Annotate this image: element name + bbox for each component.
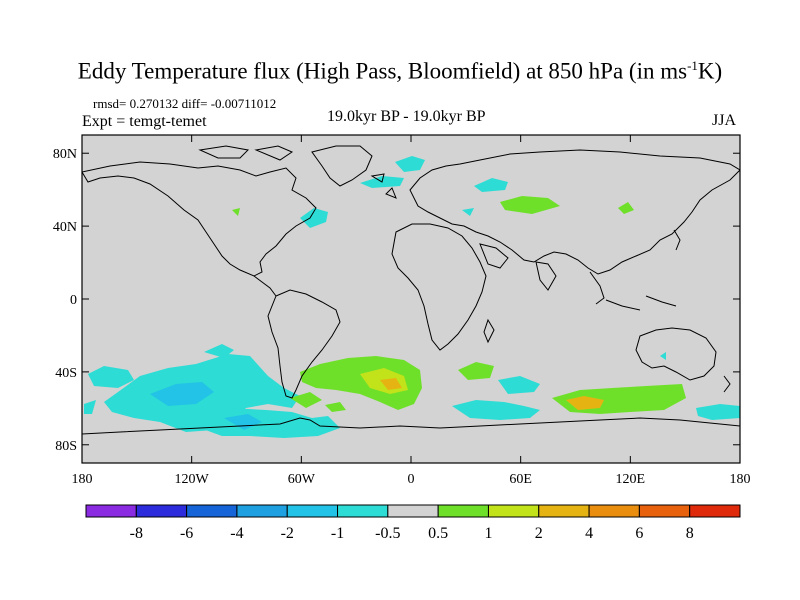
lat-tick-label: 80N	[53, 147, 77, 162]
stats-text: rmsd= 0.270132 diff= -0.00711012	[93, 96, 277, 111]
colorbar-swatch	[437, 504, 489, 518]
flux-region	[660, 352, 666, 360]
colorbar-swatch	[135, 504, 188, 518]
colorbar-swatch	[538, 504, 590, 518]
flux-region	[88, 366, 134, 388]
flux-region	[150, 382, 214, 406]
lon-tick-label: 120E	[616, 472, 646, 487]
flux-region	[566, 396, 604, 410]
flux-region	[474, 178, 508, 192]
colorbar-swatch	[337, 504, 389, 518]
colorbar-label: 4	[585, 525, 593, 542]
flux-region	[325, 402, 346, 412]
flux-region	[380, 378, 402, 390]
flux-region	[458, 362, 494, 380]
lon-tick-label: 180	[72, 472, 93, 487]
colorbar-swatch	[186, 504, 238, 518]
colorbar-swatch	[689, 504, 741, 518]
colorbar-label: 0.5	[428, 525, 448, 542]
flux-region	[290, 392, 322, 408]
flux-region	[300, 208, 328, 228]
flux-region	[224, 414, 262, 430]
colorbar-label: -2	[281, 525, 294, 542]
flux-region	[462, 208, 474, 216]
colorbar: -8 -6 -4 -2 -1 -0.5 0.5 1 2 4 6 8	[85, 504, 741, 542]
colorbar-label: -0.5	[375, 525, 400, 542]
colorbar-label: 1	[484, 525, 492, 542]
colorbar-label: 2	[535, 525, 543, 542]
colorbar-swatch	[588, 504, 640, 518]
colorbar-label: -4	[230, 525, 243, 542]
colorbar-label: 8	[686, 525, 694, 542]
flux-region	[452, 400, 540, 420]
lat-tick-label: 40N	[53, 220, 77, 235]
flux-region	[196, 408, 340, 438]
colorbar-label: -1	[331, 525, 344, 542]
flux-region	[300, 356, 422, 410]
flux-region	[498, 376, 540, 394]
colorbar-label: -6	[180, 525, 193, 542]
lon-tick-label: 0	[408, 472, 415, 487]
lon-tick-label: 120W	[175, 472, 210, 487]
colorbar-label: 6	[635, 525, 643, 542]
colorbar-label: -8	[130, 525, 143, 542]
flux-region	[500, 196, 560, 214]
colorbar-swatch	[387, 504, 439, 518]
coastlines	[82, 145, 740, 435]
lat-tick-label: 40S	[55, 366, 77, 381]
lat-tick-label: 0	[70, 293, 77, 308]
flux-region	[696, 404, 740, 420]
period-label: 19.0kyr BP - 19.0kyr BP	[327, 108, 486, 125]
latitude-axis: 80N 40N 0 40S 80S	[53, 147, 740, 454]
season-label: JJA	[712, 112, 737, 129]
flux-region	[232, 208, 240, 216]
colorbar-swatch	[487, 504, 540, 518]
lon-tick-label: 60E	[509, 472, 532, 487]
experiment-label: Expt = temgt-temet	[82, 113, 207, 130]
lon-tick-label: 180	[730, 472, 751, 487]
colorbar-swatch	[286, 504, 339, 518]
colorbar-swatch	[638, 504, 691, 518]
flux-region	[618, 202, 634, 214]
flux-region	[395, 156, 425, 172]
plot-title: Eddy Temperature flux (High Pass, Bloomf…	[77, 58, 723, 84]
lon-tick-label: 60W	[288, 472, 316, 487]
lat-tick-label: 80S	[55, 439, 77, 454]
flux-region	[204, 344, 234, 358]
flux-region	[84, 400, 96, 414]
colorbar-swatch	[85, 504, 137, 518]
flux-field	[84, 156, 740, 438]
longitude-axis: 180 120W 60W 0 60E 120E 180	[72, 135, 751, 487]
colorbar-swatch	[236, 504, 288, 518]
